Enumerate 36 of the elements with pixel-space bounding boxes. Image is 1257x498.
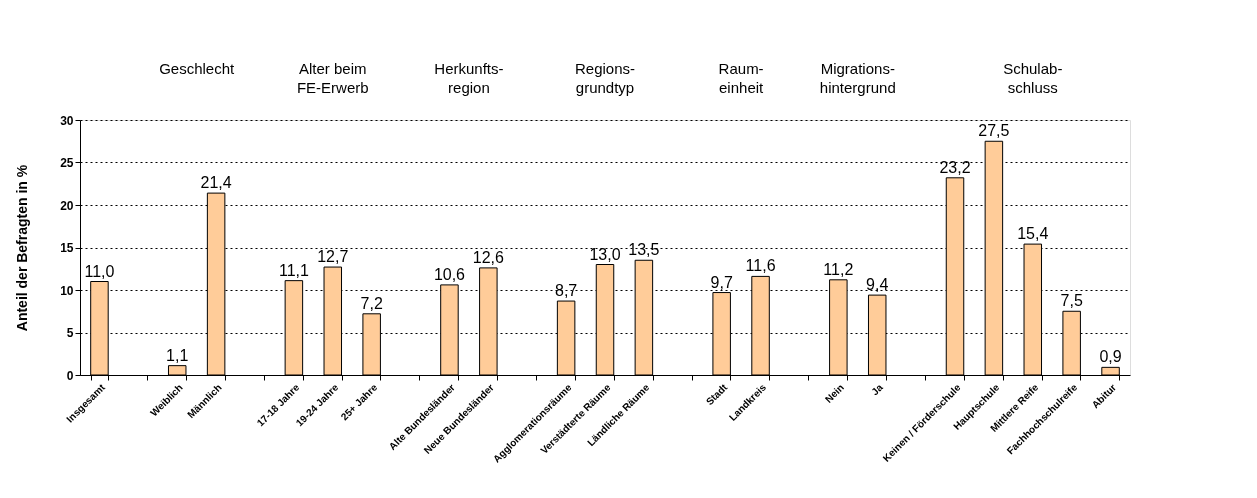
data-label: 13,0 <box>589 245 621 263</box>
text: Geschlecht <box>159 60 236 77</box>
data-label: 11,1 <box>278 261 309 279</box>
text: Herkunfts- region <box>434 60 504 96</box>
data-label: 27,5 <box>978 122 1010 140</box>
data-label: 10,6 <box>433 265 466 283</box>
data-label: 7,5 <box>1060 292 1083 310</box>
data-label: 0,9 <box>1099 348 1122 366</box>
data-label: 1,1 <box>166 346 189 364</box>
text: Schulab- schluss <box>1003 60 1063 96</box>
data-label: 9,7 <box>710 273 733 291</box>
data-label: 11,0 <box>84 262 115 280</box>
y-tick-label: 0 <box>66 368 74 383</box>
data-label: 8,7 <box>554 282 578 300</box>
data-label: 12,7 <box>317 248 349 266</box>
data-label: 11,6 <box>745 257 776 275</box>
y-axis-title: Anteil der Befragten in % <box>14 164 31 332</box>
y-tick-label: 15 <box>60 241 74 255</box>
data-label: 21,4 <box>200 174 232 192</box>
y-tick-label: 20 <box>60 198 74 213</box>
text: Raum- einheit <box>718 60 765 96</box>
y-tick-label: 30 <box>60 113 74 128</box>
x-tick-label: Ja <box>869 381 886 398</box>
text: Migrations- hintergrund <box>819 60 896 96</box>
data-label: 11,2 <box>823 260 854 278</box>
data-label: 15,4 <box>1017 225 1049 243</box>
data-label: 7,2 <box>360 294 383 312</box>
data-label: 12,6 <box>472 248 505 266</box>
data-label: 9,4 <box>866 276 889 294</box>
y-tick-label: 25 <box>60 156 74 170</box>
text: Regions- grundtyp <box>574 60 636 96</box>
y-tick-label: 5 <box>66 326 74 340</box>
text: Alter beim FE-Erwerb <box>296 60 369 96</box>
y-tick-label: 10 <box>60 283 74 298</box>
data-label: 23,2 <box>939 158 971 176</box>
data-label: 13,5 <box>628 241 660 259</box>
